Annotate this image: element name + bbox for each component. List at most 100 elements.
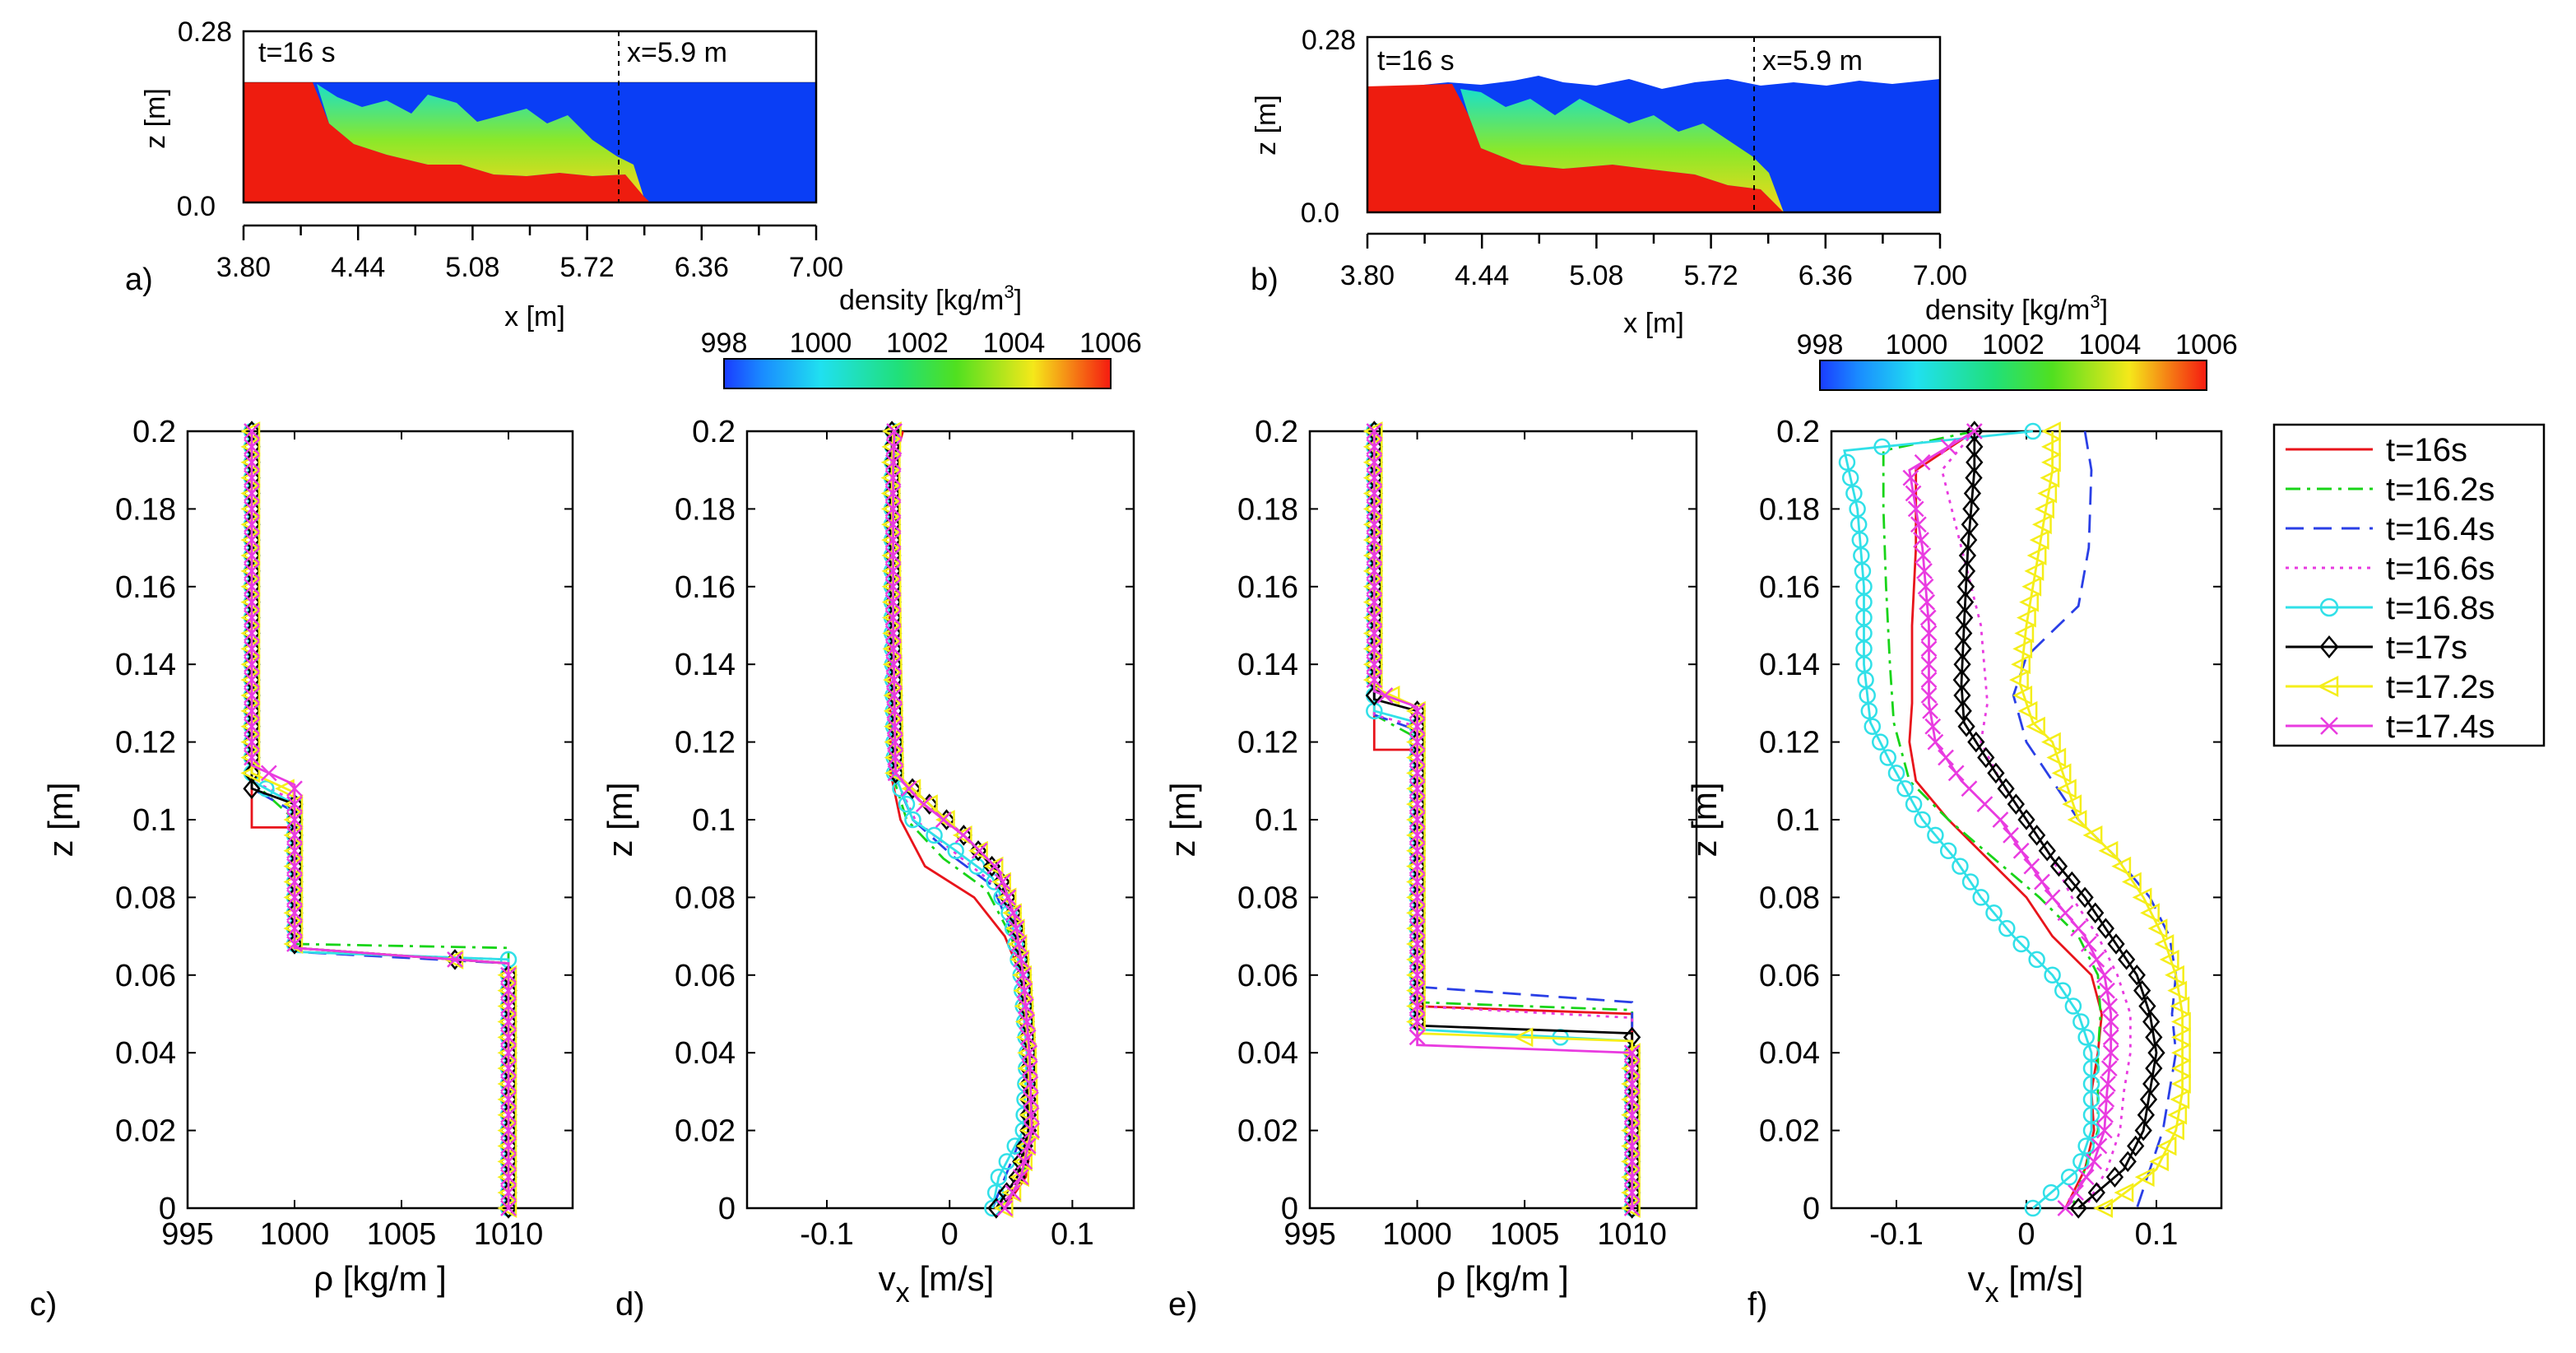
data-marker-triangle xyxy=(2024,560,2045,581)
data-marker-x xyxy=(1409,826,1426,844)
data-marker-x xyxy=(884,593,902,611)
data-marker-x xyxy=(2088,951,2105,968)
data-marker-x xyxy=(1019,1029,1037,1046)
colorbar-tick-label: 1002 xyxy=(886,328,949,359)
data-marker-x xyxy=(500,1153,517,1170)
data-marker-triangle xyxy=(2012,686,2033,705)
legend-label: t=16.4s xyxy=(2386,511,2495,547)
data-marker-x xyxy=(244,423,260,439)
data-marker-triangle xyxy=(2121,872,2142,892)
data-marker-x xyxy=(986,858,1004,875)
data-marker-diamond xyxy=(2087,1182,2105,1203)
data-marker-circle xyxy=(1896,779,1914,797)
data-marker-x xyxy=(1016,982,1033,999)
legend: t=16st=16.2st=16.4st=16.6st=16.8st=17st=… xyxy=(2272,423,2546,747)
x-tick-label: 5.72 xyxy=(560,252,615,283)
data-marker-triangle xyxy=(880,467,901,488)
z-tick-top: 0.28 xyxy=(1302,25,1356,56)
data-marker-x xyxy=(286,936,303,952)
data-marker-diamond xyxy=(2134,1119,2152,1141)
data-marker-x xyxy=(1409,966,1426,983)
legend-label: t=17.2s xyxy=(2386,669,2495,705)
data-marker-x xyxy=(1623,1122,1641,1139)
data-marker-x xyxy=(1010,936,1028,952)
data-marker-triangle xyxy=(2098,840,2119,861)
colorbar-tick-label: 1004 xyxy=(2079,329,2142,360)
data-marker-x xyxy=(884,485,902,502)
data-marker-x xyxy=(500,982,517,999)
data-marker-circle xyxy=(1838,453,1856,472)
profile-panel-c: 0 0.02 0.04 0.06 0.08 0.1 0.12 0.14 0.16 0.18 0.2 9… xyxy=(30,415,574,1323)
data-marker-x xyxy=(500,1106,517,1123)
y-tick-label: 0.18 xyxy=(1759,492,1820,527)
data-marker-x xyxy=(2003,826,2019,844)
data-marker-triangle xyxy=(2317,675,2339,698)
data-marker-x xyxy=(1920,640,1938,658)
data-marker-circle xyxy=(2054,982,2072,999)
data-marker-circle xyxy=(2024,1199,2042,1217)
data-marker-x xyxy=(1022,1076,1039,1092)
data-marker-x xyxy=(884,453,902,471)
y-tick-label: 0.1 xyxy=(1255,803,1298,838)
z-axis-label: z [m] xyxy=(140,88,171,149)
data-marker-x xyxy=(1023,1090,1039,1108)
legend-label: t=16.6s xyxy=(2386,551,2495,587)
dense-fluid-region xyxy=(1367,84,1784,212)
colorbar-title: density [kg/m3] xyxy=(839,281,1022,316)
data-marker-x xyxy=(1021,1044,1038,1062)
data-marker-x xyxy=(885,656,903,673)
data-marker-triangle xyxy=(2012,639,2033,659)
data-marker-x xyxy=(500,997,517,1015)
data-marker-x xyxy=(1917,578,1934,595)
data-marker-circle xyxy=(2028,951,2045,969)
mixing-zone xyxy=(317,84,643,196)
data-marker-x xyxy=(954,826,972,844)
x-tick-label: 1005 xyxy=(367,1217,437,1252)
x-axis-label: ρ [kg/m ] xyxy=(313,1259,447,1298)
y-tick-label: 0.18 xyxy=(115,492,176,527)
data-marker-triangle xyxy=(2149,1151,2169,1172)
data-marker-circle xyxy=(2072,1013,2090,1030)
x-axis-label: vx [m/s] xyxy=(1968,1259,2084,1309)
data-marker-x xyxy=(244,453,260,471)
data-marker-x xyxy=(1366,593,1383,611)
data-marker-triangle xyxy=(2159,949,2179,969)
x-tick-label: 7.00 xyxy=(1913,260,1967,291)
data-marker-circle xyxy=(1845,485,1863,502)
data-marker-triangle xyxy=(2171,1027,2191,1048)
y-tick-label: 0.04 xyxy=(115,1036,176,1071)
data-marker-circle xyxy=(2042,1183,2060,1202)
data-marker-diamond xyxy=(2096,918,2115,939)
data-marker-x xyxy=(1905,485,1922,502)
data-marker-triangle xyxy=(2167,980,2188,1001)
data-marker-circle xyxy=(1864,718,1882,735)
profile-panel-e: 0 0.02 0.04 0.06 0.08 0.1 0.12 0.14 0.16 0.18 0.2 9… xyxy=(1163,415,1698,1323)
time-label: t=16 s xyxy=(258,37,336,68)
data-marker-x xyxy=(887,749,904,766)
data-marker-triangle xyxy=(1018,1074,1038,1094)
data-marker-x xyxy=(2098,1090,2115,1108)
data-marker-x xyxy=(2100,1060,2118,1076)
data-marker-triangle xyxy=(983,856,1004,876)
data-marker-diamond xyxy=(2069,1197,2087,1219)
data-marker-x xyxy=(1000,889,1017,906)
data-marker-x xyxy=(1920,672,1938,688)
data-marker-x xyxy=(2097,1106,2114,1123)
legend-item-t16: t=16s xyxy=(2286,432,2467,468)
series-t17_4 xyxy=(1902,423,2119,1216)
colorbar-tick-label: 1006 xyxy=(1079,328,1142,359)
data-marker-diamond xyxy=(2028,825,2046,846)
data-marker-x xyxy=(1920,687,1938,704)
data-marker-x xyxy=(244,516,260,533)
x-tick-label: 0.1 xyxy=(1051,1217,1094,1252)
data-marker-triangle xyxy=(880,499,901,519)
data-marker-x xyxy=(884,609,902,626)
data-marker-circle xyxy=(1914,811,1931,829)
data-marker-diamond xyxy=(2118,949,2136,970)
y-tick-label: 0.06 xyxy=(1759,959,1820,993)
series-t16_8 xyxy=(1838,422,2100,1217)
data-marker-circle xyxy=(1961,873,1980,890)
colorbar-tick-label: 1000 xyxy=(790,328,852,359)
data-marker-x xyxy=(2320,717,2338,735)
data-marker-x xyxy=(1019,1013,1036,1030)
